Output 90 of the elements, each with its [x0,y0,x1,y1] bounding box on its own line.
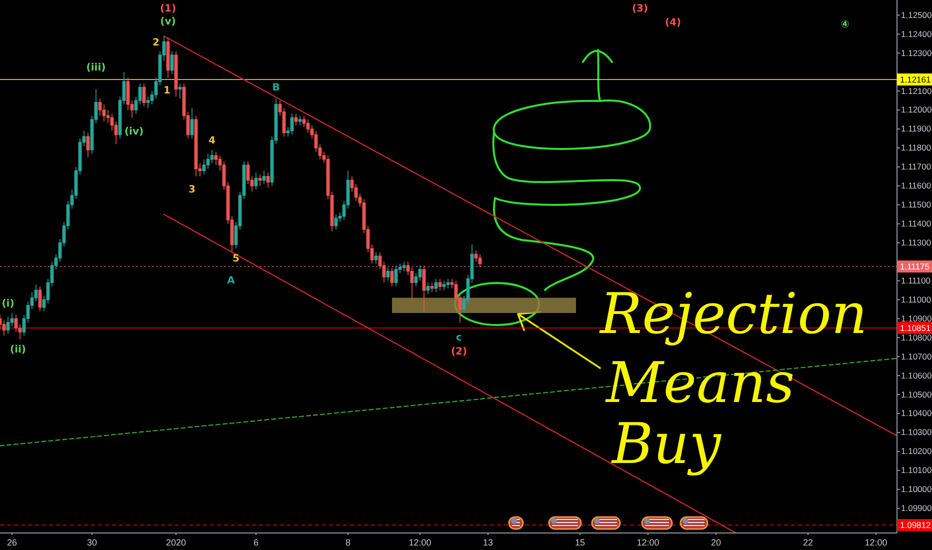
candlestick [394,265,398,287]
annotation: (iii) [86,62,106,74]
y-tick-label: 1.10000 [901,484,932,494]
candlestick [334,214,338,230]
y-tick-label: 1.11500 [901,200,932,210]
x-tick-label: 20 [710,537,722,548]
ref-line-label: 1.10851 [900,322,931,333]
candlestick [258,174,262,186]
y-tick-label: 1.11100 [901,275,931,286]
annotation: 1 [164,86,171,96]
candlestick [390,267,394,287]
x-tick-label: 8 [345,537,351,548]
candlestick [478,254,482,268]
annotation: A [227,276,236,286]
y-tick-label: 1.11300 [901,238,932,248]
y-tick-label: 1.10700 [901,351,932,362]
x-tick-label: 2020 [166,537,186,548]
annotation: (4) [664,18,682,28]
y-tick-label: 1.12300 [901,48,932,58]
candlestick [438,278,442,291]
candlestick [298,115,302,126]
candlestick [262,170,266,184]
x-tick-label: 6 [253,537,259,548]
candlestick [374,252,378,264]
candlestick [294,113,298,126]
y-tick-label: 1.12500 [901,10,932,20]
y-tick-label: 1.10200 [901,446,932,456]
annotation: 4 [208,136,216,146]
candlestick [254,172,258,190]
annotation: 3 [188,184,196,196]
annotation: 5 [232,254,240,264]
candlestick [166,38,170,78]
x-tick-label: 12:00 [636,537,660,548]
x-tick-label: 30 [86,537,98,548]
candlestick [430,282,434,293]
candlestick [174,50,178,98]
x-tick-label: 12:00 [408,537,432,548]
y-tick-label: 1.10600 [901,370,932,380]
candlestick [442,280,446,291]
ref-line-label: 1.09812 [900,520,931,530]
y-tick-label: 1.12100 [901,86,932,96]
y-tick-label: 1.09900 [901,503,932,514]
y-tick-label: 1.11000 [901,294,932,304]
candlestick [426,282,430,294]
x-tick-label: 13 [482,537,494,548]
y-tick-label: 1.10500 [901,389,932,400]
annotation: B [272,82,280,94]
candlestick [142,83,146,107]
y-tick-label: 1.10300 [901,427,932,438]
candlestick [446,278,450,289]
y-tick-label: 1.11700 [901,162,932,172]
candlestick [190,108,194,139]
annotation: (1) [160,4,176,14]
candlestick [38,286,42,312]
y-tick-label: 1.10400 [901,408,932,418]
annotation: (v) [160,16,176,28]
y-tick-label: 1.11600 [901,180,932,191]
candlestick [6,316,10,334]
y-tick-label: 1.11900 [901,124,932,134]
y-tick-label: 1.12400 [901,28,932,39]
annotation: (2) [450,346,468,358]
annotation: (3) [632,4,648,14]
annotation: (i) [2,298,14,310]
candlestick [194,115,198,177]
candlestick [386,267,390,282]
annotation: (iv) [124,126,144,138]
x-tick-label: 26 [6,537,18,548]
candlestick [170,50,174,74]
candlestick [290,113,294,136]
x-tick-label: 12:00 [864,537,888,548]
candlestick [402,261,406,272]
y-tick-label: 1.10100 [901,465,932,476]
x-tick-label: 22 [802,537,814,548]
candlestick [422,265,426,314]
y-tick-label: 1.10900 [901,313,932,324]
candlestick [178,83,182,100]
y-tick-label: 1.12000 [901,104,932,115]
ref-line-label: 1.12161 [900,74,931,84]
annotation: c [456,332,462,344]
candlestick [434,278,438,293]
x-tick-label: 15 [574,537,586,548]
y-tick-label: 1.10800 [901,332,932,342]
candlestick [86,132,90,158]
annotation: ④ [840,20,850,30]
annotation: (ii) [10,344,26,356]
y-tick-label: 1.11800 [901,142,932,153]
ref-line-label: 1.11175 [900,261,930,272]
candlestick [266,172,270,188]
annotation: 2 [152,38,160,48]
y-tick-label: 1.11400 [901,218,932,229]
